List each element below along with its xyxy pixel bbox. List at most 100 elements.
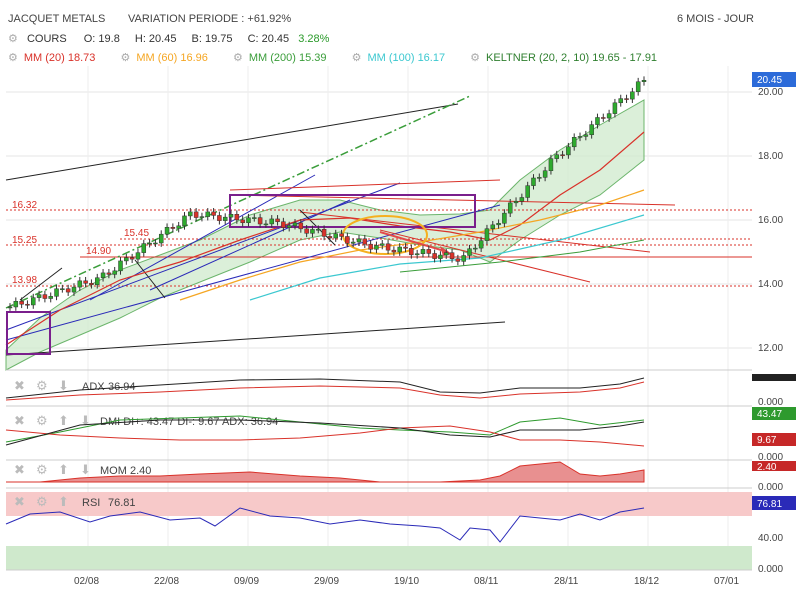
candle (176, 225, 181, 229)
candle (269, 218, 274, 225)
candle (519, 197, 525, 202)
fan-line-3 (299, 211, 651, 253)
x-axis: 02/08 22/08 09/09 29/09 19/10 08/11 28/1… (74, 576, 739, 587)
annotation-15.25: 15.25 (12, 235, 37, 246)
x-tick: 19/10 (394, 576, 419, 587)
close-icon[interactable]: ✖ (14, 378, 25, 393)
candle (531, 177, 536, 186)
candle (135, 252, 141, 260)
candle (281, 221, 286, 228)
rsi-tag (752, 496, 796, 510)
gear-icon[interactable]: ⚙ (351, 52, 362, 64)
gear-icon[interactable]: ⚙ (120, 52, 131, 64)
period-label[interactable]: 6 MOIS - JOUR (676, 13, 754, 25)
gear-icon[interactable]: ⚙ (8, 33, 18, 45)
rsi-panel: ✖ ⚙ ⬆ RSI 76.81 76.81 40.00 0.000 (5, 492, 796, 575)
fan-line-4 (379, 229, 591, 283)
candle (89, 282, 94, 285)
candle (473, 247, 478, 250)
ma20-value: 18.73 (67, 52, 96, 64)
period-variation: VARIATION PERIODE : +61.92% (128, 13, 292, 25)
adx-panel: ✖ ⚙ ⬇ ADX 36.94 0.000 (5, 374, 796, 408)
gear-icon[interactable]: ⚙ (232, 52, 243, 64)
ma20-line (5, 131, 645, 346)
candle (606, 113, 612, 119)
annotation-16.32: 16.32 (12, 200, 37, 211)
candle (478, 240, 484, 249)
gear-icon[interactable]: ⚙ (8, 52, 18, 64)
arrow-up-icon[interactable]: ⬆ (58, 462, 69, 477)
candle (374, 245, 379, 250)
candle (496, 223, 501, 226)
candle (560, 154, 565, 156)
di-plus-value: 43.47 (757, 409, 782, 420)
gear-icon[interactable]: ⚙ (36, 378, 48, 393)
candle (537, 177, 542, 179)
candle (548, 158, 554, 171)
close-icon[interactable]: ✖ (14, 413, 25, 428)
x-tick: 02/08 (74, 576, 99, 587)
close-icon[interactable]: ✖ (14, 494, 25, 509)
short-line-1 (19, 267, 63, 301)
dmi-zero: 0.000 (758, 452, 783, 463)
candle (577, 136, 583, 138)
price-tick-16: 16.00 (758, 215, 783, 226)
gear-icon[interactable]: ⚙ (36, 462, 48, 477)
candle (438, 254, 443, 259)
candle (635, 81, 641, 93)
candle (42, 294, 48, 299)
candle (345, 236, 350, 244)
arrow-down-icon[interactable]: ⬇ (58, 378, 69, 393)
highlight-box-center (229, 194, 476, 228)
candle (19, 301, 24, 305)
candle (525, 185, 530, 198)
candle (455, 258, 461, 262)
candle (397, 246, 402, 253)
ma100-value: 16.17 (417, 52, 446, 64)
fan-line-2 (229, 179, 501, 191)
mom-zero: 0.000 (758, 482, 783, 493)
arrow-up-icon[interactable]: ⬆ (58, 494, 69, 509)
candle (310, 229, 315, 234)
candle (432, 253, 437, 259)
candle (65, 288, 71, 293)
ohlc-row: ⚙ COURS O: 19.8 H: 20.45 B: 19.75 C: 20.… (8, 32, 329, 45)
candle (205, 211, 211, 217)
gear-icon[interactable]: ⚙ (36, 494, 48, 509)
stock-name: JACQUET METALS (8, 13, 106, 25)
keltner-label: KELTNER (20, 2, 10) (486, 52, 590, 64)
candle (618, 98, 623, 104)
candle (217, 215, 222, 221)
rsi-label: RSI (82, 497, 100, 509)
candle (158, 233, 164, 244)
arrow-down-icon[interactable]: ⬇ (80, 462, 91, 477)
gear-icon[interactable]: ⚙ (470, 52, 481, 64)
candle (414, 253, 420, 256)
candle (153, 242, 158, 245)
arrow-up-icon[interactable]: ⬆ (58, 413, 69, 428)
candle (60, 288, 65, 290)
candle (467, 248, 472, 256)
ma200-value: 15.39 (298, 52, 327, 64)
candle (118, 260, 123, 272)
adx-zero: 0.000 (758, 397, 783, 408)
candle (484, 228, 490, 241)
candle (316, 228, 321, 231)
candle (449, 252, 455, 259)
gear-icon[interactable]: ⚙ (36, 413, 48, 428)
arrow-down-icon[interactable]: ⬇ (80, 413, 91, 428)
ma20-label: MM (20) (23, 52, 65, 64)
x-tick: 29/09 (314, 576, 339, 587)
x-tick: 07/01 (714, 576, 739, 587)
candle (601, 117, 606, 119)
candle (595, 117, 600, 125)
adx-label: ADX (82, 381, 105, 393)
di-minus-line (5, 425, 645, 447)
mom-label: MOM (100, 465, 127, 477)
candle (385, 243, 391, 251)
candle (286, 225, 292, 228)
close-icon[interactable]: ✖ (14, 462, 25, 477)
candle (170, 227, 176, 229)
di-minus-value: 9.67 (757, 435, 777, 446)
x-tick: 09/09 (234, 576, 259, 587)
